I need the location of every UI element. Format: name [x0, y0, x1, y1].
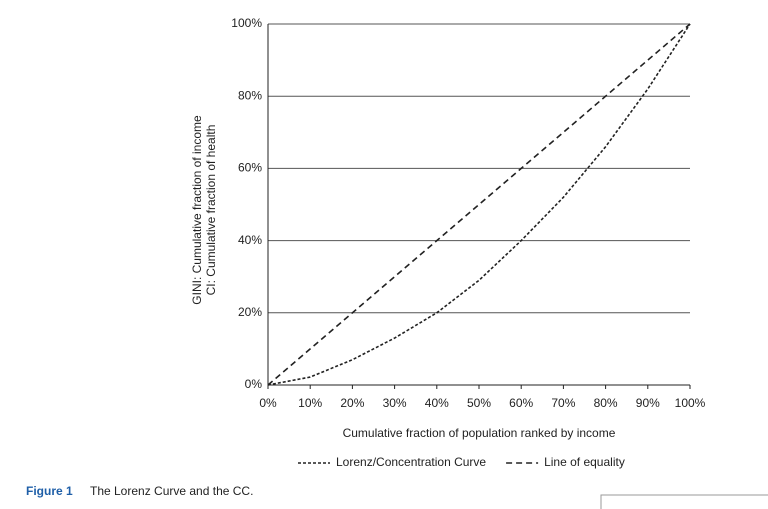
x-tick-label: 10% [298, 396, 322, 410]
x-tick-label: 60% [509, 396, 533, 410]
x-tick-label: 80% [594, 396, 618, 410]
frame [600, 494, 768, 509]
y-axis-label: GINI: Cumulative fraction of income [190, 115, 204, 305]
x-tick-label: 70% [551, 396, 575, 410]
caption-text: The Lorenz Curve and the CC. [90, 484, 253, 498]
y-tick-label: 20% [238, 305, 262, 319]
x-axis-label: Cumulative fraction of population ranked… [343, 426, 616, 440]
y-tick-label: 0% [245, 377, 263, 391]
x-tick-label: 40% [425, 396, 449, 410]
x-tick-label: 100% [675, 396, 706, 410]
x-tick-label: 0% [259, 396, 277, 410]
x-tick-label: 50% [467, 396, 491, 410]
x-tick-label: 30% [383, 396, 407, 410]
legend-label: Lorenz/Concentration Curve [336, 455, 486, 469]
caption-label: Figure 1 [26, 484, 73, 498]
y-tick-label: 60% [238, 161, 262, 175]
series-line [267, 23, 691, 386]
y-axis-label: CI: Cumulative fraction of health [204, 125, 218, 296]
y-tick-label: 40% [238, 233, 262, 247]
x-tick-label: 20% [340, 396, 364, 410]
legend-label: Line of equality [544, 455, 625, 469]
series-line [267, 23, 691, 386]
y-tick-label: 80% [238, 88, 262, 102]
y-tick-label: 100% [231, 16, 262, 30]
x-tick-label: 90% [636, 396, 660, 410]
